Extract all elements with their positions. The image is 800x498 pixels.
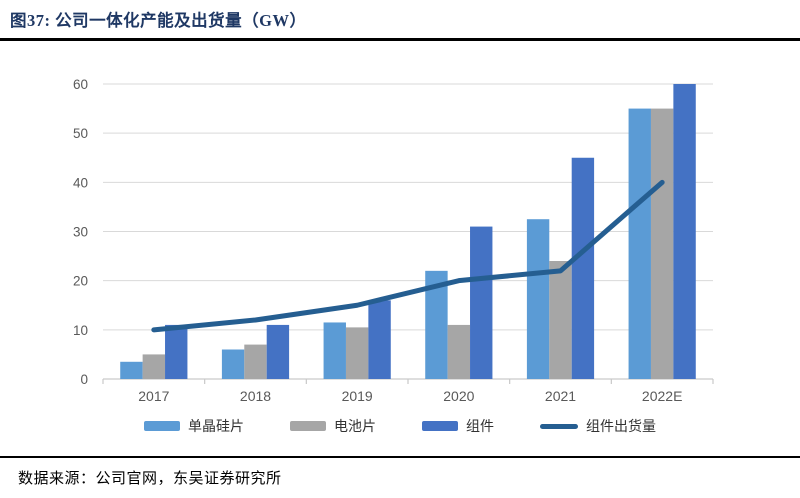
footer-divider <box>0 456 800 458</box>
chart-legend: 单晶硅片 电池片 组件 组件出货量 <box>0 415 800 437</box>
bar-cell-capacity-2021 <box>549 261 572 379</box>
gridlines <box>103 83 713 331</box>
bar-mono-wafer-capacity-2017 <box>120 361 143 379</box>
bar-series-module-capacity <box>165 84 696 379</box>
bar-module-capacity-2020 <box>470 226 493 379</box>
legend-swatch-module-capacity <box>422 421 458 431</box>
x-tick-label: 2022E <box>642 388 682 404</box>
x-axis-labels: 2017 2018 2019 2020 2021 2022E <box>138 388 682 404</box>
legend-label: 组件出货量 <box>586 420 656 435</box>
legend-item-mono-wafer-capacity: 单晶硅片 <box>144 416 244 436</box>
bar-mono-wafer-capacity-2021 <box>526 219 550 379</box>
y-tick-label: 20 <box>73 274 88 289</box>
legend-label: 电池片 <box>334 420 376 435</box>
bar-mono-wafer-capacity-2020 <box>425 270 448 379</box>
bar-cell-capacity-2022E <box>650 108 674 379</box>
bar-series-cell-capacity <box>142 108 674 379</box>
x-axis-ticks <box>102 379 714 384</box>
bar-cell-capacity-2018 <box>244 344 267 379</box>
bar-cell-capacity-2017 <box>142 354 166 379</box>
y-axis-labels: 0 10 20 30 40 50 60 <box>73 77 88 387</box>
bar-mono-wafer-capacity-2018 <box>221 349 245 379</box>
header-divider <box>0 38 800 41</box>
legend-item-module-capacity: 组件 <box>422 416 494 436</box>
x-tick-label: 2019 <box>342 388 373 404</box>
bar-mono-wafer-capacity-2022E <box>628 108 651 379</box>
x-tick-label: 2017 <box>138 388 169 404</box>
x-tick-label: 2018 <box>240 388 271 404</box>
x-tick-label: 2021 <box>545 388 576 404</box>
bar-line-chart: 0 10 20 30 40 50 60 2017 2018 2019 2020 2021 2022E <box>73 77 714 404</box>
y-tick-label: 40 <box>73 175 88 190</box>
bar-module-capacity-2021 <box>571 157 595 379</box>
y-tick-label: 10 <box>73 323 88 338</box>
legend-swatch-mono-wafer-capacity <box>144 421 180 431</box>
y-tick-label: 50 <box>73 126 88 141</box>
legend-label: 组件 <box>466 420 494 435</box>
y-tick-label: 60 <box>73 77 88 92</box>
data-source-text: 数据来源：公司官网，东吴证券研究所 <box>18 471 282 487</box>
figure-title: 图37: 公司一体化产能及出货量（GW） <box>10 11 307 30</box>
bar-module-capacity-2017 <box>165 324 188 379</box>
x-tick-label: 2020 <box>443 388 474 404</box>
bar-mono-wafer-capacity-2019 <box>323 322 346 379</box>
chart-area: 0 10 20 30 40 50 60 2017 2018 2019 2020 2021 2022E 单… <box>0 41 800 437</box>
bar-module-capacity-2019 <box>368 300 391 379</box>
legend-label: 单晶硅片 <box>188 420 244 435</box>
bar-cell-capacity-2019 <box>345 327 369 379</box>
bar-module-capacity-2022E <box>673 84 696 379</box>
figure-header: 图37: 公司一体化产能及出货量（GW） <box>0 0 800 38</box>
bar-series-mono-wafer-capacity <box>120 108 651 379</box>
line-series-module-shipments <box>151 179 665 333</box>
legend-swatch-module-shipments <box>540 423 578 429</box>
y-tick-label: 0 <box>80 372 88 387</box>
bar-cell-capacity-2020 <box>447 324 471 379</box>
legend-swatch-cell-capacity <box>290 421 326 431</box>
y-tick-label: 30 <box>73 225 88 240</box>
legend-item-cell-capacity: 电池片 <box>290 416 376 436</box>
bar-module-capacity-2018 <box>266 324 290 379</box>
legend-item-module-shipments: 组件出货量 <box>540 416 656 436</box>
